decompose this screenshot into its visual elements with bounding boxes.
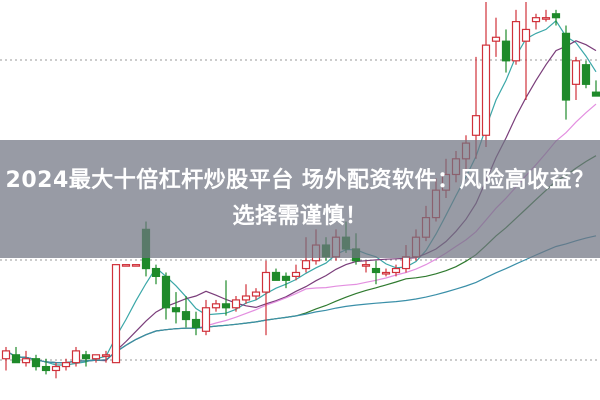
candle-body [511, 21, 521, 62]
candle-body [191, 318, 201, 328]
candle-body [491, 36, 501, 42]
candle-body [581, 64, 591, 85]
candle-body [381, 271, 391, 275]
candle-body [471, 115, 481, 136]
ma60-line [5, 235, 597, 364]
candle-body [41, 365, 51, 372]
candle-body [221, 303, 231, 309]
candle-body [261, 271, 271, 293]
candle-body [541, 17, 551, 20]
candle-body [571, 60, 581, 85]
candle-body [301, 260, 311, 270]
candle-body [391, 267, 401, 274]
candle-body [21, 358, 31, 364]
candle-body [241, 295, 251, 301]
candle-body [1, 350, 11, 360]
candle-body [11, 354, 21, 364]
candle-body [91, 354, 101, 360]
candle-body [161, 275, 171, 309]
candle-body [171, 307, 181, 313]
headline-banner: 2024最大十倍杠杆炒股平台 场外配资软件：风险高收益？选择需谨慎！ [0, 140, 600, 258]
candle-body [81, 354, 91, 360]
candle-body [61, 362, 71, 368]
candle-body [71, 350, 81, 364]
candle-body [561, 32, 571, 101]
candle-body [101, 354, 111, 357]
candle-body [501, 40, 511, 62]
candle-body [271, 271, 281, 281]
candle-body [591, 91, 600, 97]
candle-body [481, 44, 491, 136]
candle-body [211, 303, 221, 309]
candle-body [251, 291, 261, 297]
candle-body [371, 267, 381, 274]
candle-body [281, 275, 291, 281]
candle-body [401, 256, 411, 270]
candle-body [111, 264, 121, 364]
headline: 2024最大十倍杠杆炒股平台 场外配资软件：风险高收益？选择需谨慎！ [5, 168, 595, 229]
candle-body [551, 13, 561, 19]
candle-body [361, 264, 371, 267]
candle-body [51, 365, 61, 372]
candle-body [521, 28, 531, 42]
candle-body [131, 264, 141, 267]
candle-body [201, 307, 211, 332]
candle-body [291, 271, 301, 278]
candle-body [181, 311, 191, 321]
candle-body [151, 267, 161, 277]
candle-body [121, 264, 131, 267]
candle-body [531, 17, 541, 23]
candle-body [231, 299, 241, 309]
candle-body [31, 358, 41, 368]
